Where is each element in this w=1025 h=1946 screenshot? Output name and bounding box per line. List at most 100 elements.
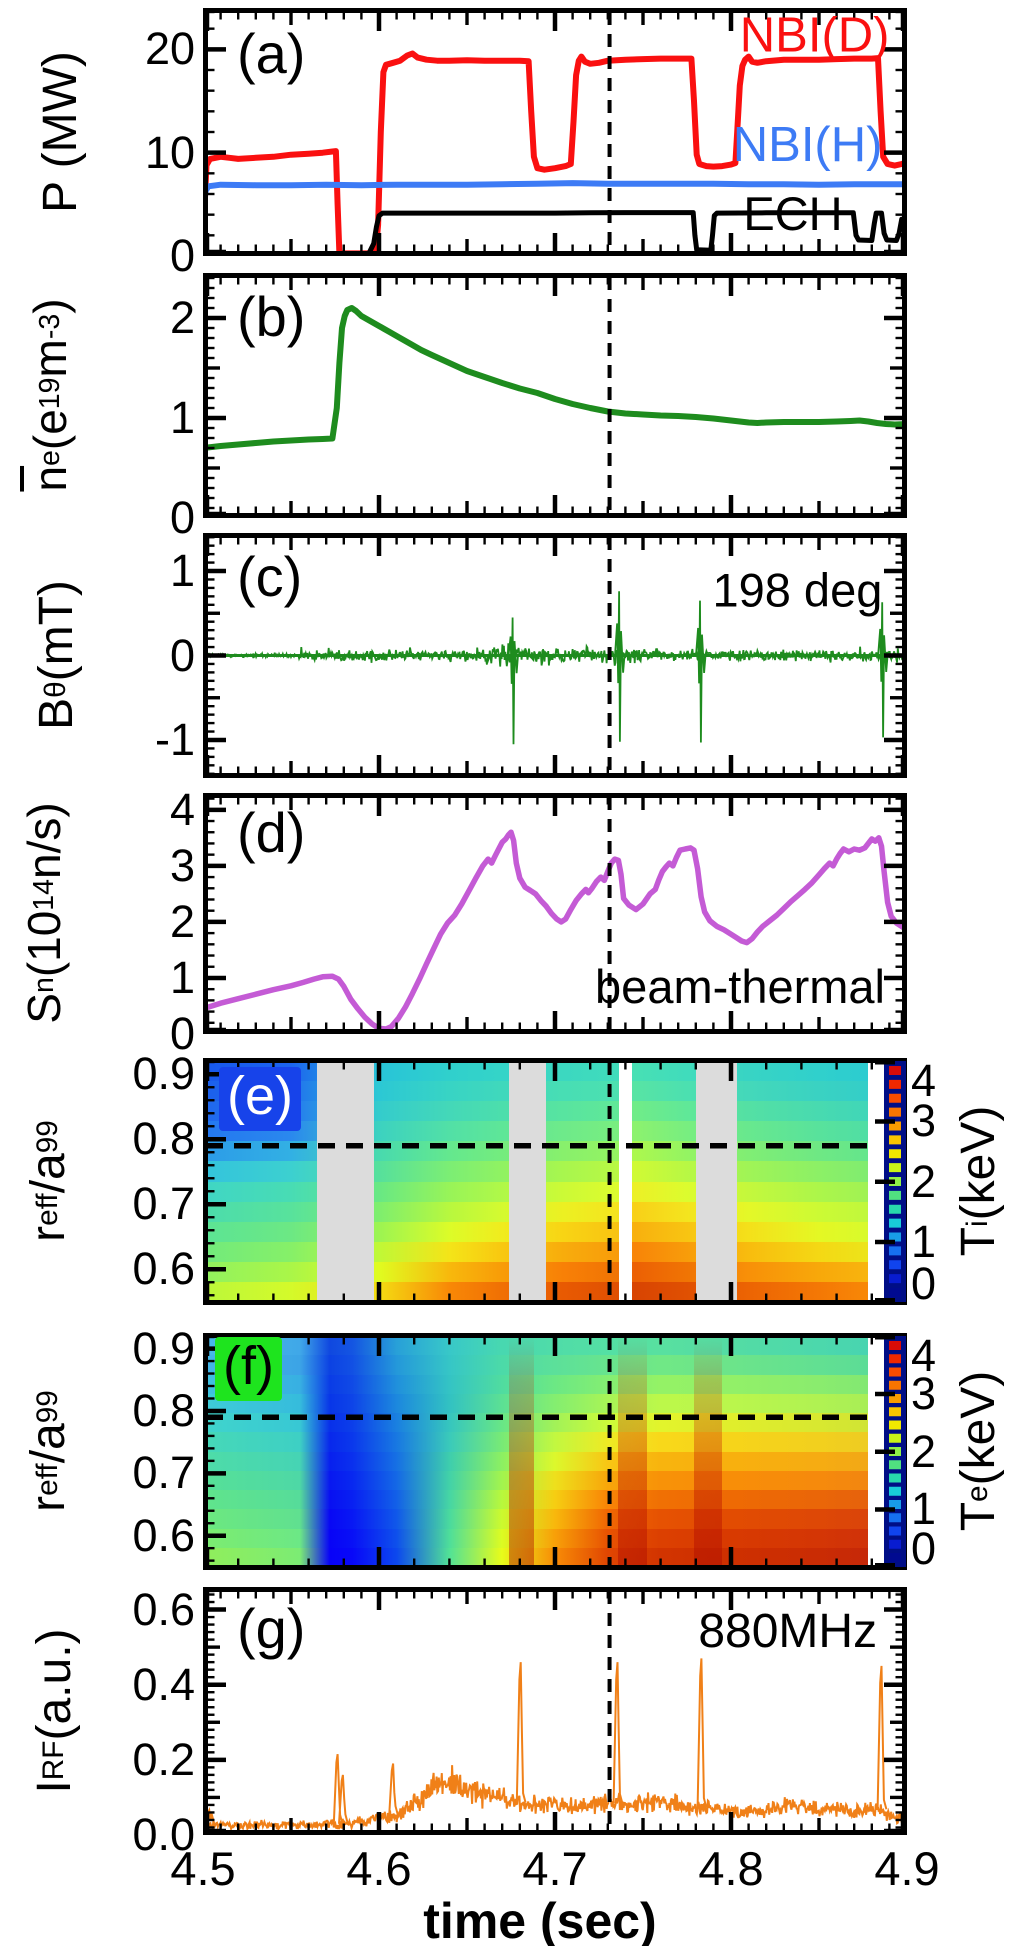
y-tick-label: 0.8 (132, 1113, 195, 1165)
x-axis-title: time (sec) (423, 1893, 657, 1946)
colorbar-tile (889, 1093, 901, 1103)
heatmap-row (206, 1470, 869, 1491)
label-fragment: n/s) (18, 802, 70, 879)
trace-NBI(D) (203, 50, 907, 256)
panel-b: (b) (203, 273, 907, 518)
label-fragment: (mT) (29, 580, 83, 682)
panel-e: (e) (203, 1058, 907, 1305)
colorbar-tick (875, 1060, 895, 1065)
y-tick-label: 0.8 (132, 1384, 195, 1436)
x-tick-label: 4.6 (346, 1842, 412, 1895)
colorbar-tick (875, 1335, 895, 1340)
y-tick-label: 1 (169, 392, 195, 443)
annotation-880mhz: 880MHz (698, 1605, 877, 1658)
panel-label-c: (c) (237, 545, 303, 608)
label-fragment: 99 (31, 1390, 64, 1424)
heatmap-row (206, 1451, 869, 1472)
panel-frame (203, 1587, 907, 1835)
label-fragment: (keV) (951, 1370, 1005, 1486)
colorbar-tile (889, 1513, 901, 1523)
colorbar-tile (889, 1394, 901, 1403)
x-tick-label: 4.7 (522, 1842, 588, 1895)
y-tick-label: 0.9 (132, 1048, 195, 1100)
x-tick-label: 4.8 (698, 1842, 764, 1895)
colorbar-tile (889, 1107, 901, 1117)
colorbar-tick (875, 1391, 895, 1397)
panel-g: 880MHz (g) (203, 1587, 907, 1835)
heatmap-row (206, 1490, 869, 1511)
panel-a-canvas: NBI(D) NBI(H) ECH (203, 8, 907, 256)
colorbar-tick (875, 1298, 895, 1303)
noisy-trace (203, 1658, 907, 1833)
data-gap-band (695, 1061, 738, 1302)
heatmap-row (206, 1393, 869, 1414)
colorbar-tile (889, 1135, 901, 1145)
heatmap-row (206, 1374, 869, 1395)
colorbar-tile (889, 1066, 901, 1075)
label-fragment: (a.u.) (27, 1628, 81, 1741)
annotation-nbi-d-: NBI(D) (740, 8, 890, 62)
colorbar-tile (889, 1553, 901, 1562)
panel-frame (203, 793, 907, 1034)
panel-label-d: (d) (237, 801, 306, 864)
panel-frame (203, 8, 907, 256)
colorbar-tile (889, 1149, 901, 1159)
label-fragment: -3 (33, 313, 66, 340)
colorbar-tile (889, 1420, 901, 1430)
label-fragment: e (961, 1485, 994, 1502)
y-tick-label: 1 (169, 951, 195, 1003)
panel-label-f: (f) (215, 1337, 282, 1402)
colorbar-tile (889, 1288, 901, 1297)
annotation-beam-thermal: beam-thermal (595, 960, 885, 1013)
panel-label-a: (a) (237, 22, 306, 85)
y-tick-label: 0.6 (132, 1583, 195, 1635)
colorbar-tile (889, 1407, 901, 1417)
y-tick-label: 1 (169, 545, 195, 597)
colorbar-tick-label: 2 (911, 1425, 937, 1477)
label-fragment: T (951, 1501, 1005, 1532)
colorbar-tick (875, 1449, 895, 1454)
data-gap-band (509, 1061, 547, 1302)
panel-label-e: (e) (219, 1067, 301, 1132)
y-tick-label: 0.6 (132, 1243, 195, 1295)
colorbar-tile (889, 1367, 901, 1377)
y-tick-label: 0.2 (132, 1733, 195, 1785)
panel-label-g: (g) (237, 1597, 306, 1660)
colorbar-tick-label: 3 (911, 1095, 937, 1147)
panel-d-canvas: beam-thermal (203, 793, 907, 1034)
heatmap-row (206, 1432, 869, 1453)
y-tick-label: 0.4 (132, 1658, 195, 1710)
panel-f-canvas (203, 1333, 907, 1570)
heatmap-row (206, 1547, 869, 1568)
colorbar-tick-label: 3 (911, 1367, 937, 1419)
colorbar-tile (889, 1246, 901, 1256)
label-fragment: 14 (27, 878, 60, 911)
colorbar-tick (875, 1239, 895, 1245)
colorbar-tick-label: 0 (911, 1523, 937, 1574)
colorbar-tile (889, 1204, 901, 1214)
panel-label-b: (b) (237, 285, 306, 348)
heatmap-row (206, 1336, 869, 1357)
colorbar-tick-label: 2 (911, 1155, 937, 1207)
colorbar-tile (889, 1260, 901, 1270)
y-tick-label: 3 (169, 839, 195, 891)
colorbar-tile (889, 1460, 901, 1470)
data-gap-band (317, 1061, 374, 1302)
y-tick-label: -1 (154, 713, 195, 765)
panel-d: beam-thermal (d) (203, 793, 907, 1034)
heatmap-row (206, 1509, 869, 1530)
colorbar-tile (889, 1539, 901, 1549)
colorbar-tile (889, 1433, 901, 1443)
panel-frame (203, 1333, 907, 1570)
panel-b-canvas (203, 273, 907, 518)
y-tick-label: 0.7 (132, 1178, 195, 1230)
heatmap-hot-streak (694, 1336, 723, 1567)
label-fragment: 19 (33, 377, 66, 410)
colorbar-tile (889, 1380, 901, 1390)
colorbar-tick (875, 1507, 895, 1512)
colorbar-tile (889, 1341, 901, 1350)
colorbar-tick (875, 1563, 895, 1568)
colorbar-tile (889, 1232, 901, 1242)
noisy-trace (203, 591, 907, 745)
label-fragment: 99 (31, 1120, 64, 1154)
